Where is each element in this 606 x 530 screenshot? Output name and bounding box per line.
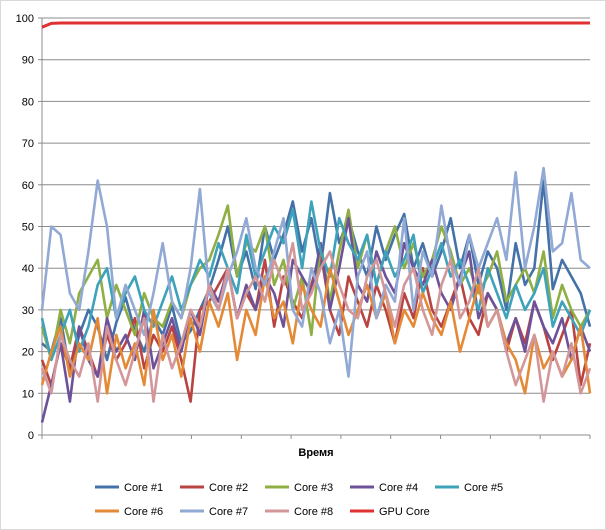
y-axis-ticks: 0 10 20 30 40 50 60 70 80 90 100 (16, 13, 42, 442)
legend-label: Core #3 (294, 482, 333, 494)
legend-item: Core #7 (180, 506, 248, 518)
y-tick-label: 80 (22, 96, 34, 108)
legend: Core #1 Core #2 Core #3 Core #4 Core #5 Core … (95, 482, 503, 518)
y-tick-label: 60 (22, 180, 34, 192)
legend-label: Core #8 (294, 506, 333, 518)
legend-item: Core #6 (95, 506, 163, 518)
legend-label: Core #4 (379, 482, 418, 494)
series-line-core-5 (40, 200, 592, 362)
x-axis-label: Время (298, 447, 333, 459)
legend-label: Core #1 (124, 482, 163, 494)
series-line-gpu-core (41, 21, 590, 29)
y-tick-label: 90 (22, 55, 34, 67)
y-tick-label: 10 (22, 388, 34, 400)
series-line-core-8 (40, 241, 592, 403)
y-tick-label: 20 (22, 347, 34, 359)
y-tick-label: 50 (22, 222, 34, 234)
legend-item: Core #2 (180, 482, 248, 494)
legend-label: Core #2 (209, 482, 248, 494)
legend-item: Core #8 (265, 506, 333, 518)
legend-item: Core #3 (265, 482, 333, 494)
y-tick-label: 40 (22, 263, 34, 275)
series-line-core-3 (40, 204, 592, 362)
gridlines (42, 17, 590, 394)
series-lines (40, 21, 592, 423)
legend-item: Core #5 (435, 482, 503, 494)
y-tick-label: 30 (22, 305, 34, 317)
y-tick-label: 100 (16, 13, 34, 25)
legend-label: GPU Core (379, 506, 430, 518)
legend-label: Core #6 (124, 506, 163, 518)
y-tick-label: 0 (28, 430, 34, 442)
y-tick-label: 70 (22, 138, 34, 150)
legend-label: Core #5 (464, 482, 503, 494)
legend-item: GPU Core (350, 506, 430, 518)
legend-item: Core #1 (95, 482, 163, 494)
legend-label: Core #7 (209, 506, 248, 518)
legend-item: Core #4 (350, 482, 418, 494)
x-axis-ticks (41, 435, 591, 439)
